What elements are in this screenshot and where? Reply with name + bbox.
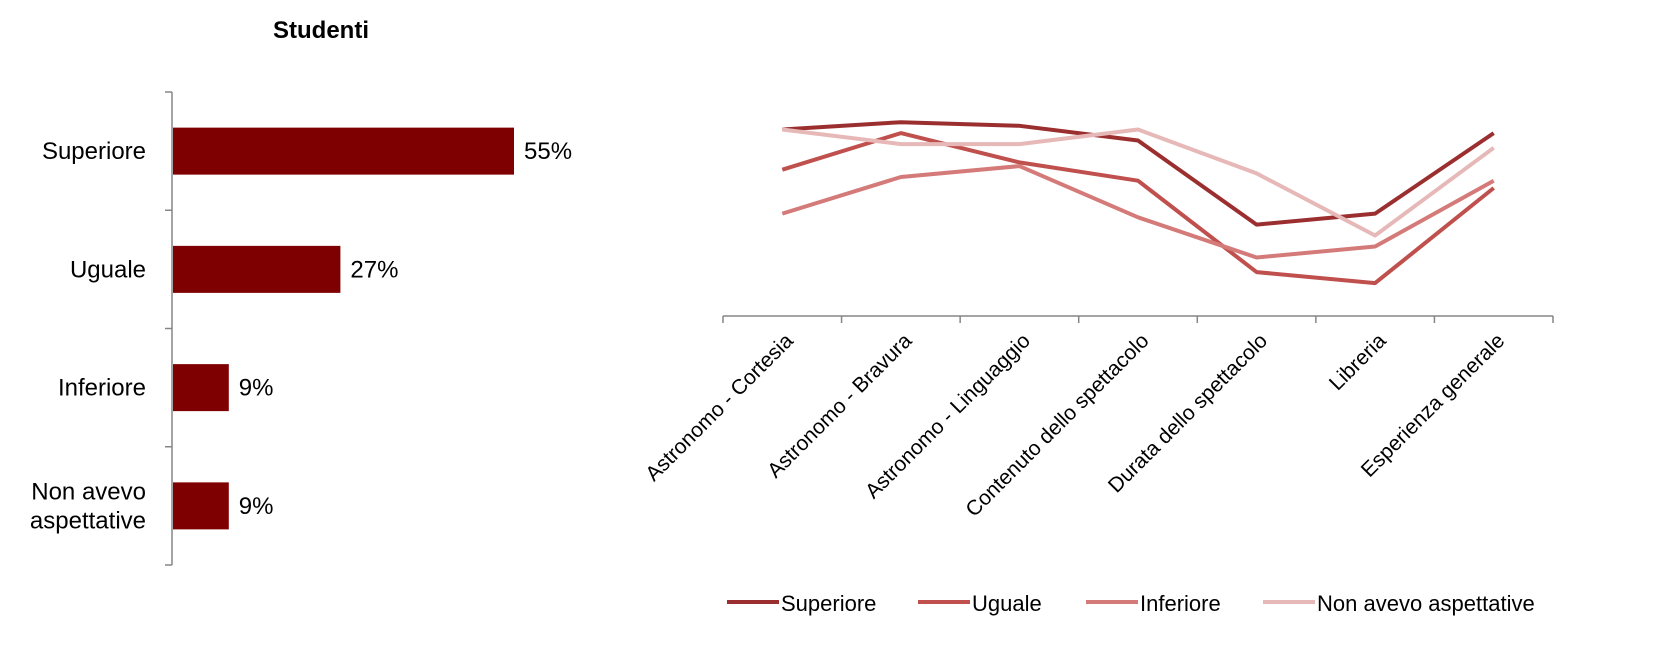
bar-data-label: 9%: [239, 375, 274, 402]
bar: [173, 246, 340, 293]
line-x-tick-label: Libreria: [1325, 329, 1391, 395]
bar-data-label: 27%: [350, 256, 398, 283]
bar-data-label: 55%: [524, 138, 572, 165]
bar: [173, 364, 229, 411]
bar-data-label: 9%: [239, 493, 274, 520]
bar-chart-title: Studenti: [273, 17, 369, 44]
bar: [173, 128, 514, 175]
line-series: [782, 133, 1493, 283]
legend-label: Inferiore: [1140, 591, 1221, 616]
bar-category-label: Superiore: [42, 138, 146, 165]
legend-label: Superiore: [781, 591, 876, 616]
bar-category-label: Uguale: [70, 256, 146, 283]
bar-chart: Studenti 55% Superiore 27% Uguale 9% Inferior…: [30, 17, 572, 565]
legend-label: Uguale: [972, 591, 1042, 616]
legend-label: Non avevo aspettative: [1317, 591, 1535, 616]
bar-category-label: Inferiore: [58, 375, 146, 402]
bar-category-label: Non avevo: [31, 478, 146, 505]
bar: [173, 482, 229, 529]
bar-category-label: aspettative: [30, 507, 146, 534]
